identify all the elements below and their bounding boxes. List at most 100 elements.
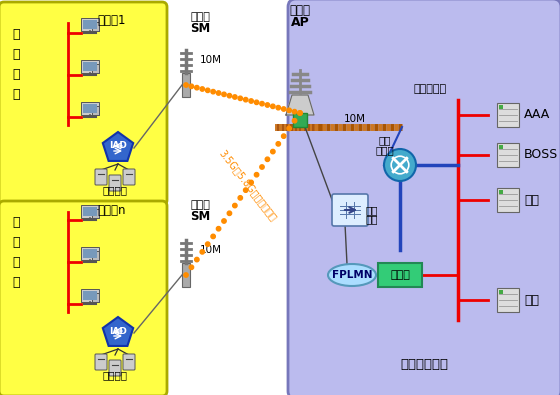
Text: 用户点: 用户点	[190, 12, 210, 22]
Polygon shape	[103, 317, 133, 346]
FancyBboxPatch shape	[95, 354, 107, 370]
Text: AAA: AAA	[524, 109, 550, 122]
Text: IAD: IAD	[109, 141, 127, 150]
Text: 10M: 10M	[200, 245, 222, 255]
Text: IAD: IAD	[109, 327, 127, 335]
Circle shape	[292, 109, 297, 114]
Text: 终: 终	[12, 256, 20, 269]
FancyBboxPatch shape	[499, 145, 503, 149]
Polygon shape	[103, 132, 133, 161]
Text: 业: 业	[12, 237, 20, 250]
Circle shape	[232, 203, 237, 208]
FancyBboxPatch shape	[499, 290, 503, 294]
Circle shape	[270, 104, 275, 109]
FancyBboxPatch shape	[123, 169, 135, 185]
FancyBboxPatch shape	[81, 205, 99, 218]
Circle shape	[222, 92, 226, 96]
Text: 中心局域网: 中心局域网	[413, 84, 446, 94]
FancyBboxPatch shape	[83, 20, 97, 29]
Text: 10M: 10M	[200, 55, 222, 65]
Circle shape	[292, 118, 297, 123]
Text: 路由器: 路由器	[376, 145, 394, 155]
FancyBboxPatch shape	[293, 113, 307, 127]
Circle shape	[206, 88, 210, 92]
Text: 营帐: 营帐	[524, 194, 539, 207]
Ellipse shape	[328, 264, 376, 286]
Text: SM: SM	[190, 209, 210, 222]
FancyBboxPatch shape	[109, 360, 121, 376]
Circle shape	[200, 250, 204, 254]
Text: BOSS: BOSS	[524, 149, 558, 162]
FancyBboxPatch shape	[92, 64, 99, 73]
Circle shape	[265, 103, 269, 107]
Text: SM: SM	[190, 21, 210, 34]
Text: 营业厅1: 营业厅1	[98, 15, 126, 28]
Circle shape	[184, 83, 188, 87]
Text: 营业厅n: 营业厅n	[98, 203, 126, 216]
Text: 办公电话: 办公电话	[102, 370, 128, 380]
FancyBboxPatch shape	[83, 249, 97, 258]
FancyBboxPatch shape	[497, 288, 519, 312]
Text: 端: 端	[12, 88, 20, 102]
Circle shape	[189, 265, 194, 269]
Circle shape	[282, 107, 286, 111]
FancyBboxPatch shape	[123, 354, 135, 370]
Text: 接入: 接入	[379, 135, 391, 145]
Circle shape	[211, 234, 216, 239]
FancyBboxPatch shape	[497, 188, 519, 212]
Circle shape	[287, 126, 291, 131]
Circle shape	[211, 89, 216, 94]
Text: 办公电话: 办公电话	[102, 185, 128, 195]
Circle shape	[222, 219, 226, 223]
Text: 中心点: 中心点	[290, 4, 310, 17]
Circle shape	[227, 211, 232, 216]
Circle shape	[298, 111, 302, 115]
Text: 用户点: 用户点	[190, 200, 210, 210]
Circle shape	[195, 85, 199, 90]
Text: 业: 业	[12, 49, 20, 62]
Text: 终: 终	[12, 68, 20, 81]
FancyBboxPatch shape	[95, 169, 107, 185]
FancyBboxPatch shape	[83, 291, 97, 300]
Text: 中继: 中继	[365, 205, 377, 215]
FancyBboxPatch shape	[288, 0, 560, 395]
FancyBboxPatch shape	[0, 201, 167, 395]
Text: 软交换: 软交换	[390, 270, 410, 280]
Circle shape	[260, 165, 264, 169]
Circle shape	[238, 196, 242, 200]
Text: 营: 营	[12, 216, 20, 229]
FancyBboxPatch shape	[83, 104, 97, 113]
FancyBboxPatch shape	[109, 175, 121, 191]
FancyBboxPatch shape	[81, 18, 99, 31]
FancyBboxPatch shape	[182, 263, 190, 287]
Circle shape	[276, 105, 281, 110]
Circle shape	[195, 258, 199, 262]
FancyBboxPatch shape	[92, 293, 99, 302]
Text: 10M: 10M	[344, 114, 366, 124]
FancyBboxPatch shape	[92, 106, 99, 115]
FancyBboxPatch shape	[92, 22, 99, 31]
FancyBboxPatch shape	[81, 60, 99, 73]
Text: 3.5G扩5.8G宽带无线接入: 3.5G扩5.8G宽带无线接入	[217, 148, 279, 222]
Polygon shape	[286, 95, 314, 115]
Circle shape	[287, 108, 291, 113]
FancyBboxPatch shape	[83, 207, 97, 216]
FancyBboxPatch shape	[81, 289, 99, 302]
Circle shape	[238, 96, 242, 101]
FancyBboxPatch shape	[378, 263, 422, 287]
Circle shape	[254, 173, 259, 177]
Text: AP: AP	[291, 15, 309, 28]
Circle shape	[249, 99, 253, 103]
Circle shape	[298, 111, 302, 115]
Circle shape	[216, 91, 221, 95]
Text: 网关: 网关	[365, 214, 377, 224]
Text: 端: 端	[12, 276, 20, 290]
FancyBboxPatch shape	[92, 251, 99, 260]
FancyBboxPatch shape	[497, 103, 519, 127]
Circle shape	[244, 188, 248, 192]
Circle shape	[232, 95, 237, 99]
Circle shape	[265, 157, 269, 162]
Circle shape	[270, 149, 275, 154]
Text: 计费营帐中心: 计费营帐中心	[400, 359, 448, 372]
Text: 计费: 计费	[524, 293, 539, 307]
